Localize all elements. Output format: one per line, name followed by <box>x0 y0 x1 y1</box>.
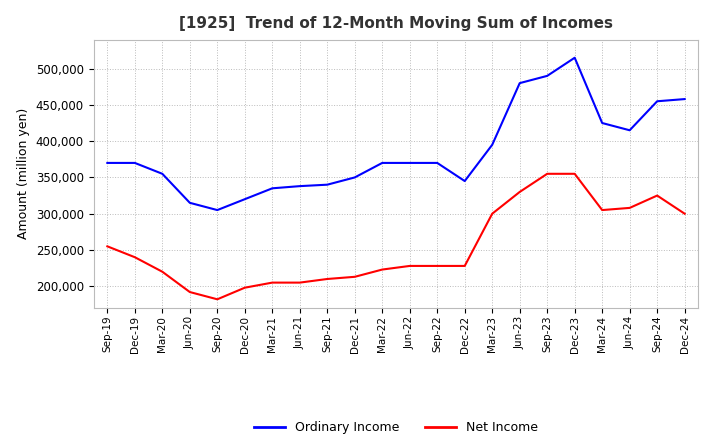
Net Income <box>130 255 139 260</box>
Ordinary Income <box>351 175 359 180</box>
Net Income <box>433 263 441 268</box>
Line: Ordinary Income: Ordinary Income <box>107 58 685 210</box>
Net Income <box>323 276 332 282</box>
Ordinary Income <box>378 160 387 165</box>
Net Income <box>295 280 304 285</box>
Ordinary Income <box>213 207 222 213</box>
Ordinary Income <box>543 73 552 78</box>
Net Income <box>570 171 579 176</box>
Ordinary Income <box>295 183 304 189</box>
Ordinary Income <box>626 128 634 133</box>
Net Income <box>626 205 634 210</box>
Ordinary Income <box>103 160 112 165</box>
Legend: Ordinary Income, Net Income: Ordinary Income, Net Income <box>249 416 543 439</box>
Net Income <box>516 189 524 194</box>
Ordinary Income <box>488 142 497 147</box>
Net Income <box>405 263 414 268</box>
Ordinary Income <box>460 178 469 183</box>
Net Income <box>598 207 606 213</box>
Y-axis label: Amount (million yen): Amount (million yen) <box>17 108 30 239</box>
Ordinary Income <box>130 160 139 165</box>
Net Income <box>103 244 112 249</box>
Net Income <box>653 193 662 198</box>
Ordinary Income <box>158 171 166 176</box>
Net Income <box>543 171 552 176</box>
Ordinary Income <box>680 96 689 102</box>
Ordinary Income <box>433 160 441 165</box>
Ordinary Income <box>570 55 579 60</box>
Net Income <box>213 297 222 302</box>
Ordinary Income <box>598 121 606 126</box>
Net Income <box>680 211 689 216</box>
Net Income <box>268 280 276 285</box>
Net Income <box>158 269 166 275</box>
Title: [1925]  Trend of 12-Month Moving Sum of Incomes: [1925] Trend of 12-Month Moving Sum of I… <box>179 16 613 32</box>
Net Income <box>378 267 387 272</box>
Line: Net Income: Net Income <box>107 174 685 299</box>
Ordinary Income <box>186 200 194 205</box>
Ordinary Income <box>405 160 414 165</box>
Net Income <box>351 274 359 279</box>
Ordinary Income <box>653 99 662 104</box>
Ordinary Income <box>516 81 524 86</box>
Net Income <box>460 263 469 268</box>
Net Income <box>240 285 249 290</box>
Ordinary Income <box>323 182 332 187</box>
Ordinary Income <box>240 197 249 202</box>
Ordinary Income <box>268 186 276 191</box>
Net Income <box>488 211 497 216</box>
Net Income <box>186 290 194 295</box>
